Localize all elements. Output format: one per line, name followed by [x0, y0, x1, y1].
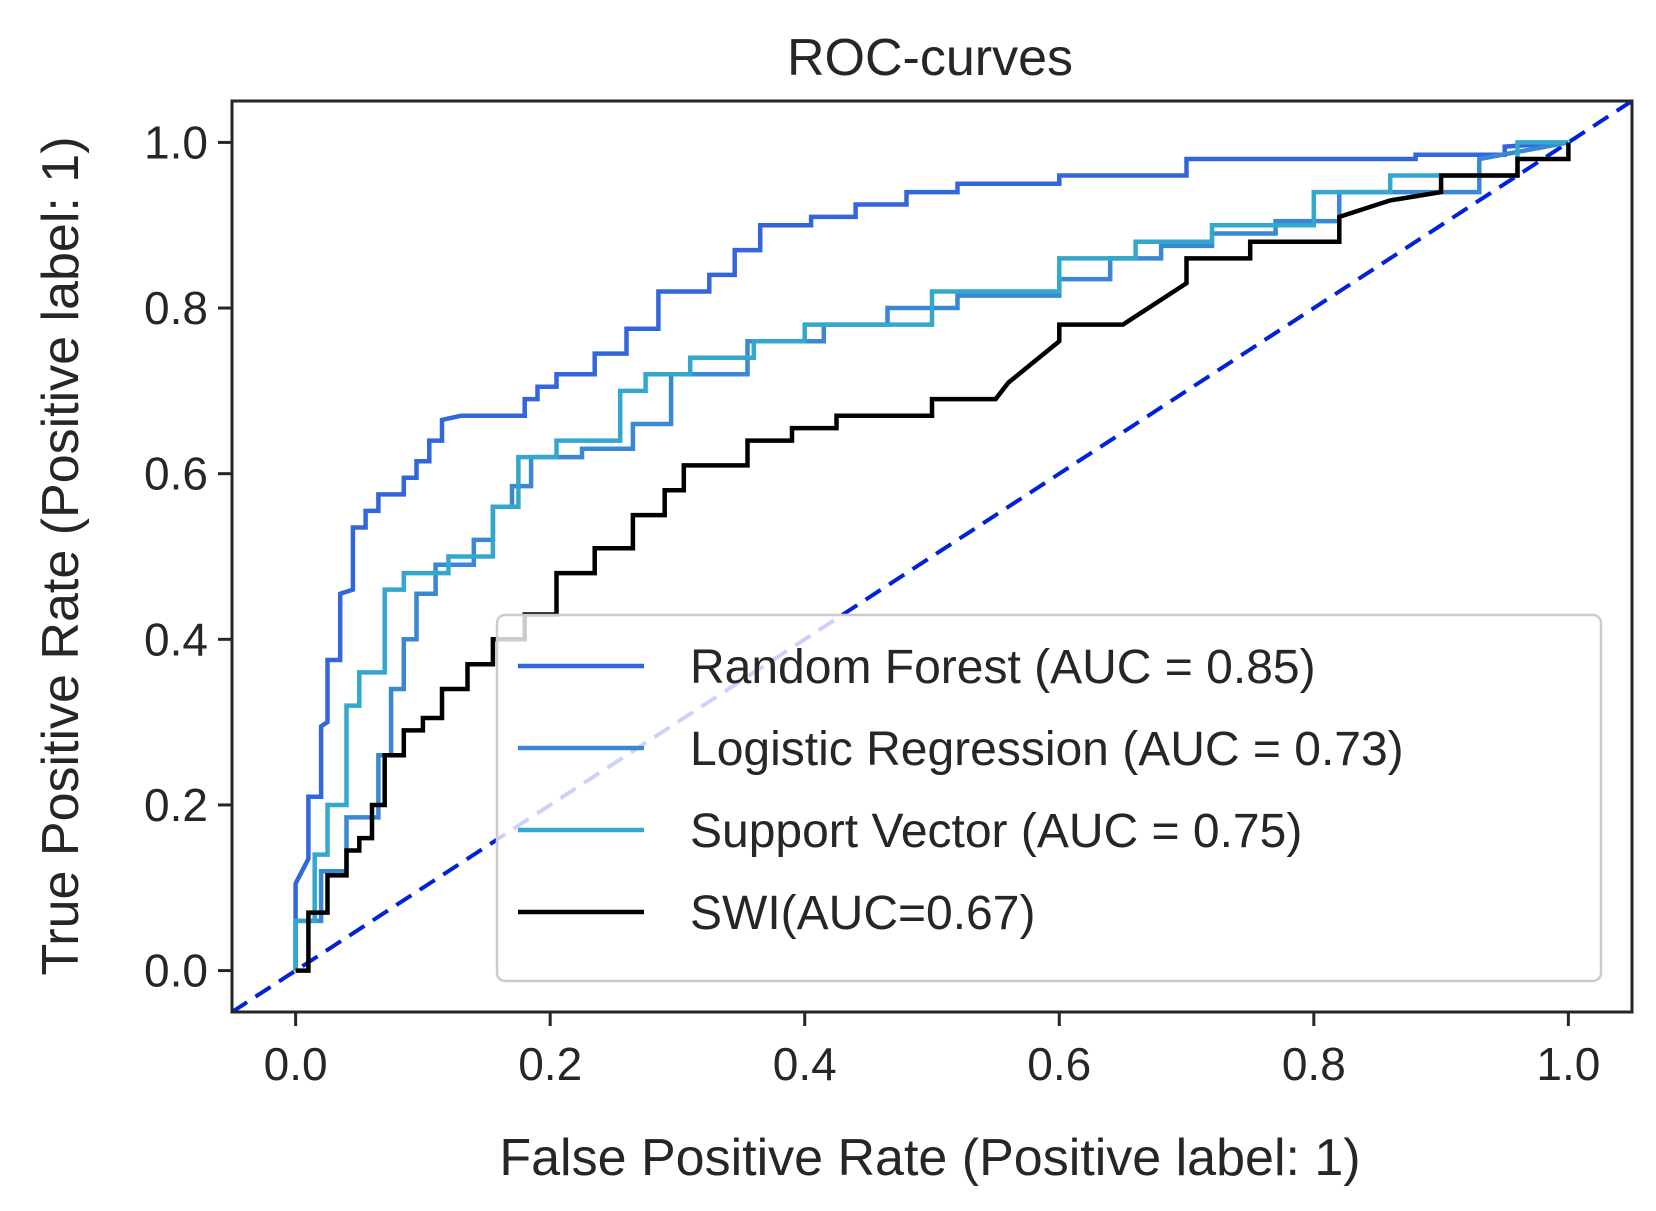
y-tick-label-1: 0.2 [144, 779, 208, 831]
legend: Random Forest (AUC = 0.85) Logistic Regre… [495, 613, 1603, 983]
x-tick-label-5: 1.0 [1536, 1038, 1600, 1090]
plot-frame [230, 99, 1634, 1014]
legend-label-2: Support Vector (AUC = 0.75) [690, 805, 1302, 858]
x-tick-label-4: 0.8 [1282, 1038, 1346, 1090]
roc-curve-series-1 [293, 140, 1569, 971]
series-layer [232, 101, 1632, 1012]
y-tick-label-3: 0.6 [144, 448, 208, 500]
legend-entries: Random Forest (AUC = 0.85) Logistic Regre… [518, 641, 1404, 940]
roc-curve-series-0 [293, 140, 1569, 971]
y-tick-label-4: 0.8 [144, 282, 208, 334]
y-tick-label-5: 1.0 [144, 116, 208, 168]
roc-curve-series-3 [295, 142, 1571, 973]
x-tick-label-2: 0.4 [773, 1038, 837, 1090]
x-tick-label-1: 0.2 [518, 1038, 582, 1090]
y-tick-label-2: 0.4 [144, 613, 208, 665]
legend-frame [495, 613, 1603, 983]
y-axis-ticks: 0.0 0.2 0.4 0.6 0.8 1.0 [144, 116, 232, 997]
roc-curve-series-2 [293, 140, 1569, 971]
chart-title: ROC-curves [787, 29, 1073, 87]
x-axis-label: False Positive Rate (Positive label: 1) [499, 1129, 1360, 1187]
legend-label-1: Logistic Regression (AUC = 0.73) [690, 723, 1404, 776]
y-tick-label-0: 0.0 [144, 945, 208, 997]
x-tick-label-3: 0.6 [1027, 1038, 1091, 1090]
x-tick-label-0: 0.0 [264, 1038, 328, 1090]
y-axis-label: True Positive Rate (Positive label: 1) [32, 136, 90, 975]
legend-label-0: Random Forest (AUC = 0.85) [690, 641, 1316, 694]
x-axis-ticks: 0.0 0.2 0.4 0.6 0.8 1.0 [264, 1012, 1600, 1090]
legend-label-3: SWI(AUC=0.67) [690, 887, 1035, 940]
plot-area [232, 101, 1632, 1012]
